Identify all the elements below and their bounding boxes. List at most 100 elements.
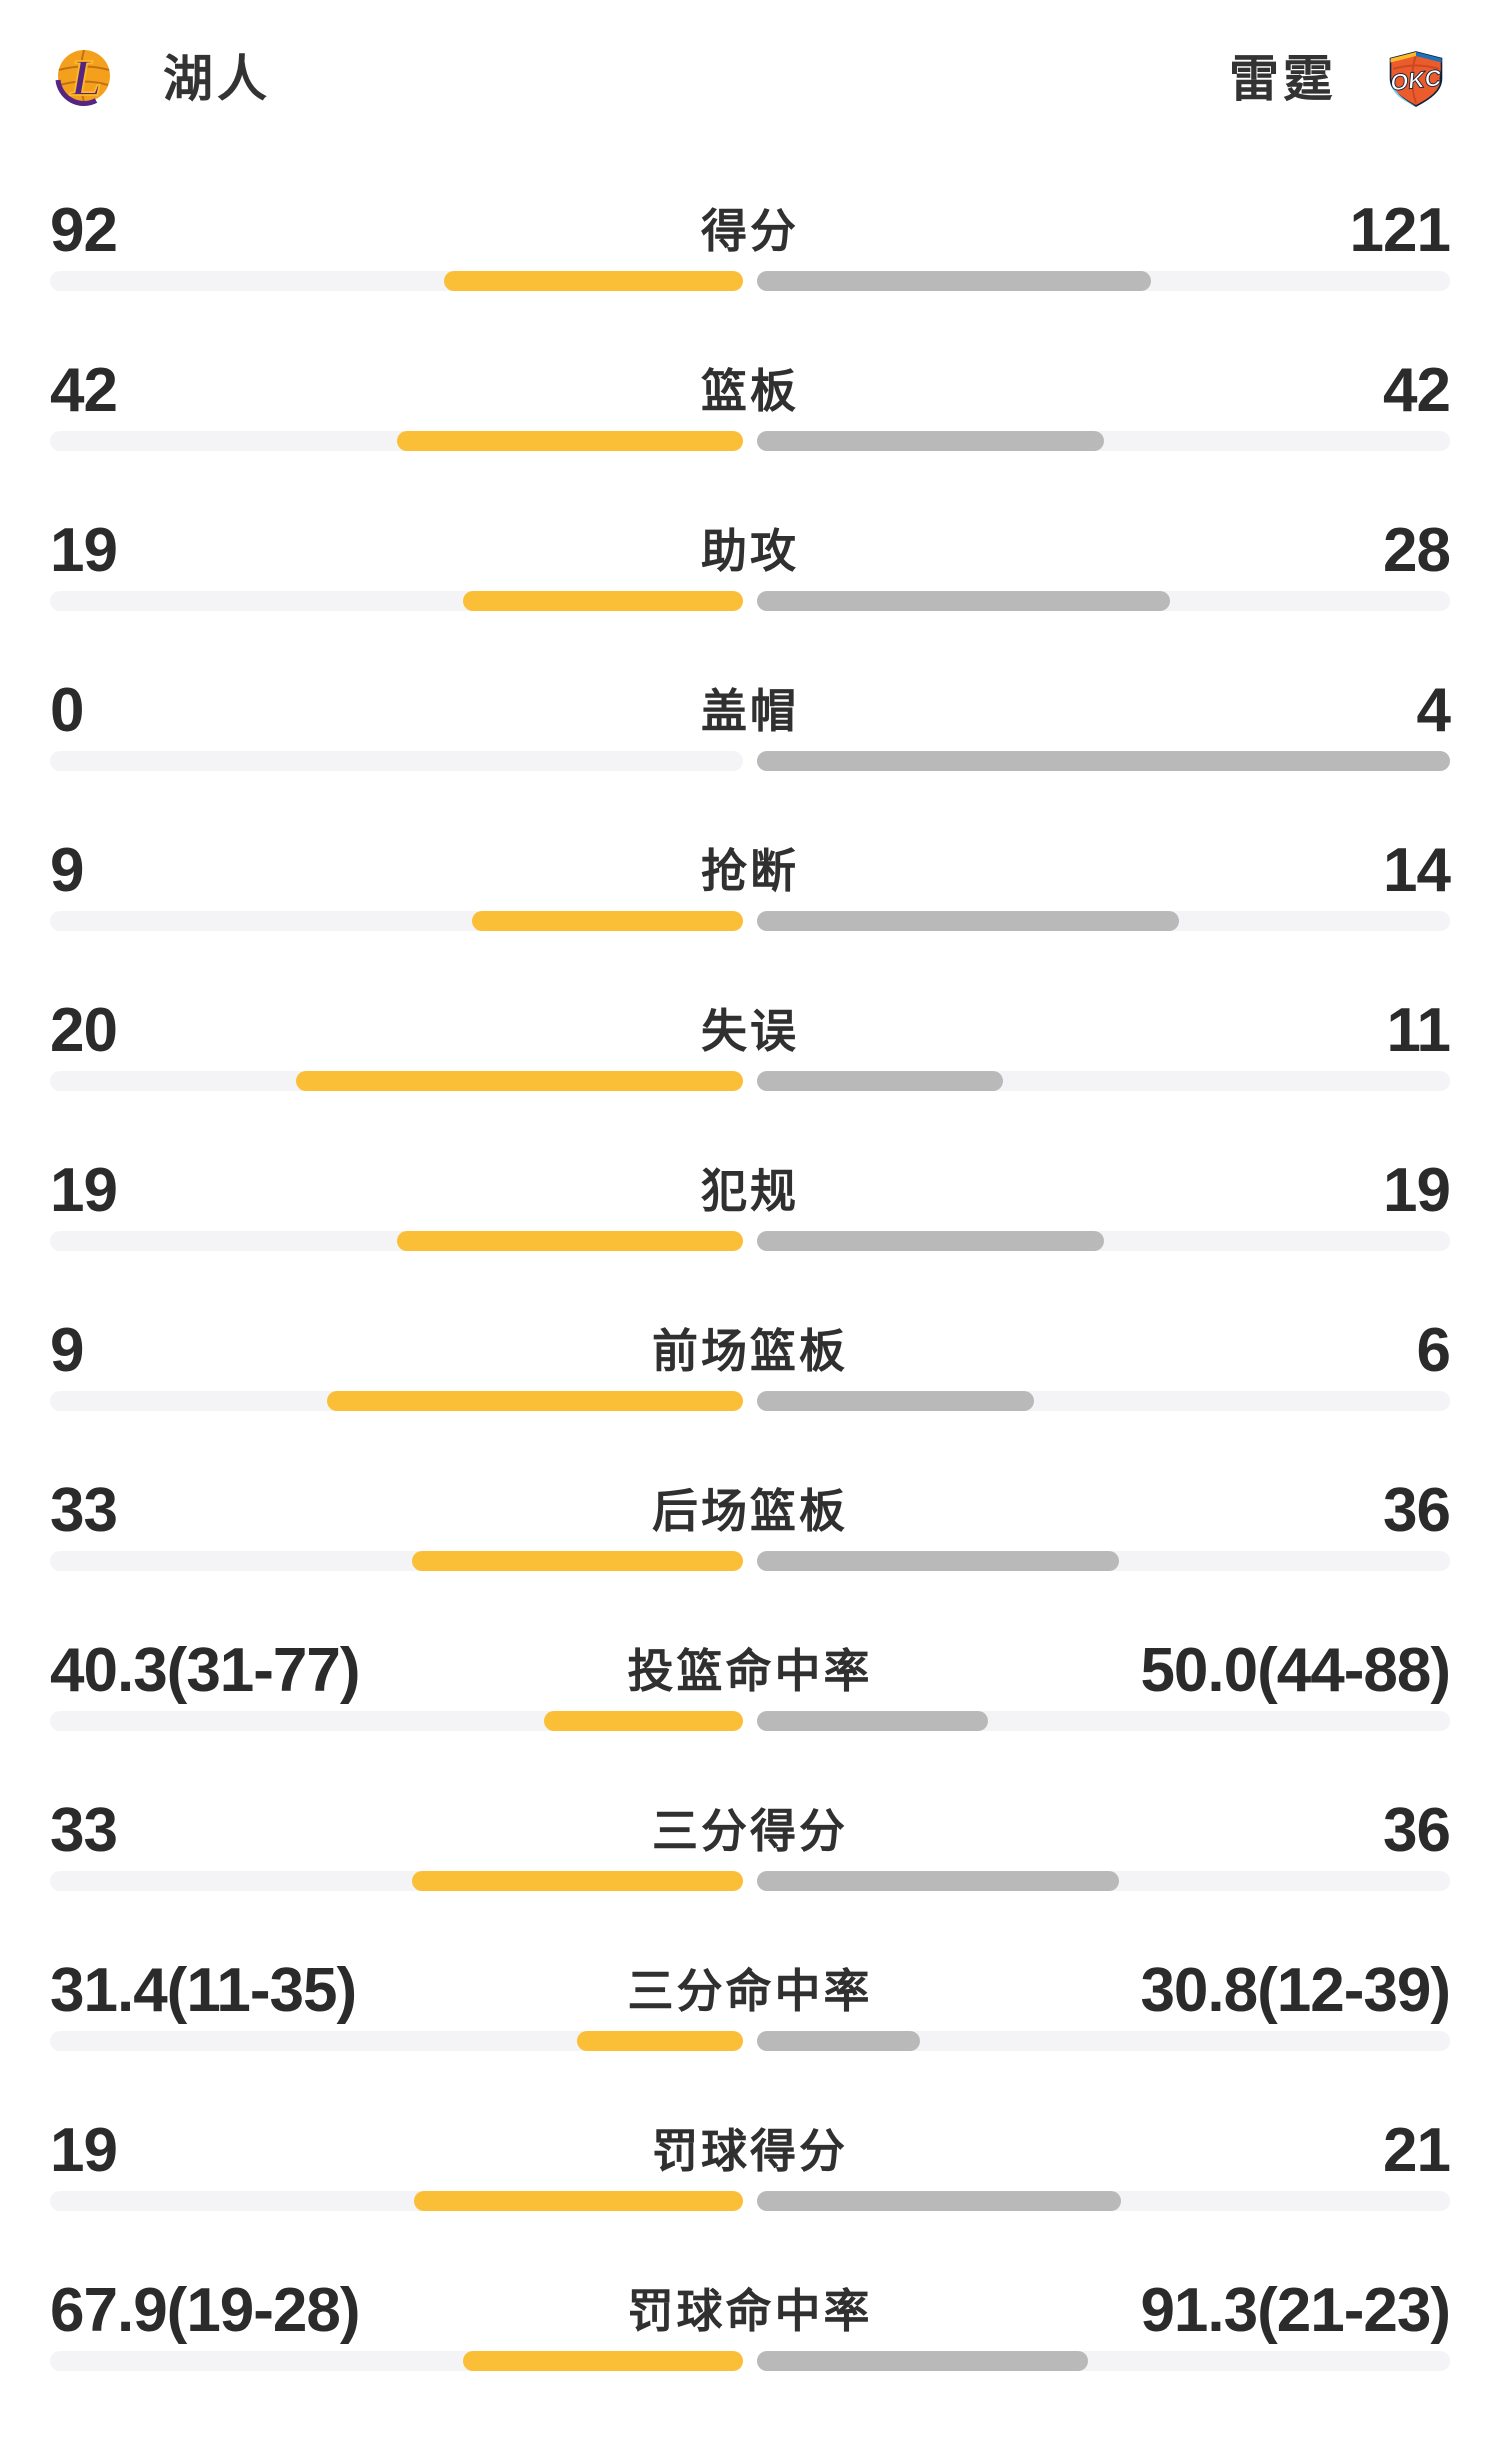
away-bar-track (757, 1711, 1450, 1731)
stat-bars (50, 431, 1450, 451)
match-header: L 湖人 雷霆 OKC (0, 0, 1500, 199)
home-bar-fill (443, 271, 743, 291)
away-value: 91.3(21-23) (1140, 2276, 1451, 2345)
home-bar-track (50, 1231, 743, 1251)
home-bar-fill (411, 1551, 743, 1571)
away-bar-fill (757, 1551, 1119, 1571)
stat-row: 0 盖帽 4 (50, 676, 1451, 839)
home-bar-fill (413, 2191, 743, 2211)
home-bar-fill (327, 1391, 743, 1411)
stat-values-line: 33 后场篮板 36 (50, 1476, 1451, 1545)
stat-row: 19 罚球得分 21 (50, 2116, 1451, 2279)
away-value: 28 (1383, 516, 1451, 585)
stat-bars (50, 591, 1450, 611)
home-value: 67.9(19-28) (50, 2276, 361, 2345)
home-value: 40.3(31-77) (50, 1636, 361, 1705)
home-bar-track (50, 2031, 743, 2051)
home-bar-track (50, 591, 743, 611)
okc-logo-icon: OKC (1387, 48, 1445, 110)
away-bar-fill (757, 1711, 988, 1731)
home-value: 9 (50, 1316, 84, 1385)
stat-label: 得分 (701, 205, 799, 257)
home-bar-fill (396, 431, 743, 451)
stat-row: 67.9(19-28) 罚球命中率 91.3(21-23) (50, 2276, 1451, 2439)
home-bar-track (50, 2351, 743, 2371)
home-bar-track (50, 2191, 743, 2211)
away-bar-fill (757, 1391, 1035, 1411)
away-bar-track (757, 1071, 1450, 1091)
away-bar-track (757, 1551, 1450, 1571)
home-bar-fill (577, 2031, 743, 2051)
stat-bars (50, 751, 1450, 771)
stat-bars (50, 1551, 1450, 1571)
away-bar-track (757, 271, 1450, 291)
home-team-name: 湖人 (163, 51, 271, 107)
okc-letters: OKC (1389, 64, 1443, 95)
away-bar-fill (757, 751, 1450, 771)
home-value: 33 (50, 1476, 118, 1545)
home-bar-track (50, 1071, 743, 1091)
stat-label: 三分得分 (652, 1805, 848, 1857)
away-value: 11 (1386, 996, 1451, 1065)
stat-row: 20 失误 11 (50, 996, 1451, 1159)
home-value: 9 (50, 836, 84, 905)
stat-label: 失误 (701, 1005, 799, 1057)
stat-row: 9 抢断 14 (50, 836, 1451, 999)
away-bar-fill (757, 271, 1151, 291)
home-bar-track (50, 911, 743, 931)
home-bar-fill (463, 591, 743, 611)
away-bar-fill (757, 431, 1104, 451)
away-bar-track (757, 1871, 1450, 1891)
stat-label: 助攻 (701, 525, 799, 577)
stat-values-line: 33 三分得分 36 (50, 1796, 1451, 1865)
stat-values-line: 19 犯规 19 (50, 1156, 1451, 1225)
stat-values-line: 20 失误 11 (50, 996, 1451, 1065)
stats-list: 92 得分 121 42 篮板 42 (0, 199, 1500, 2439)
home-bar-fill (411, 1871, 743, 1891)
stat-label: 前场篮板 (652, 1325, 848, 1377)
stat-bars (50, 1391, 1450, 1411)
stat-bars (50, 2031, 1450, 2051)
stat-bars (50, 1071, 1450, 1091)
stat-bars (50, 1231, 1450, 1251)
stat-values-line: 0 盖帽 4 (50, 676, 1451, 745)
home-value: 42 (50, 356, 118, 425)
away-value: 121 (1349, 196, 1451, 265)
home-bar-fill (472, 911, 743, 931)
away-value: 42 (1383, 356, 1451, 425)
away-bar-fill (757, 1071, 1003, 1091)
stat-values-line: 19 助攻 28 (50, 516, 1451, 585)
home-value: 0 (50, 676, 84, 745)
home-bar-track (50, 1871, 743, 1891)
stat-row: 40.3(31-77) 投篮命中率 50.0(44-88) (50, 1636, 1451, 1799)
away-bar-track (757, 591, 1450, 611)
away-team-name: 雷霆 (1229, 51, 1337, 107)
stat-row: 92 得分 121 (50, 196, 1451, 359)
stat-row: 9 前场篮板 6 (50, 1316, 1451, 1479)
stat-label: 篮板 (701, 365, 799, 417)
away-value: 36 (1383, 1476, 1451, 1545)
team-home: L 湖人 (50, 45, 271, 113)
away-value: 36 (1383, 1796, 1451, 1865)
away-value: 6 (1416, 1316, 1451, 1385)
stat-label: 罚球命中率 (627, 2285, 873, 2337)
home-bar-fill (396, 1231, 743, 1251)
home-bar-track (50, 1551, 743, 1571)
stat-row: 33 三分得分 36 (50, 1796, 1451, 1959)
stat-values-line: 67.9(19-28) 罚球命中率 91.3(21-23) (50, 2276, 1451, 2345)
stat-values-line: 19 罚球得分 21 (50, 2116, 1451, 2185)
away-bar-track (757, 751, 1450, 771)
stat-values-line: 40.3(31-77) 投篮命中率 50.0(44-88) (50, 1636, 1451, 1705)
away-value: 50.0(44-88) (1140, 1636, 1451, 1705)
home-value: 33 (50, 1796, 118, 1865)
away-bar-fill (757, 2351, 1088, 2371)
home-value: 92 (50, 196, 118, 265)
lakers-letter: L (69, 50, 102, 107)
home-value: 19 (50, 2116, 118, 2185)
away-bar-track (757, 2351, 1450, 2371)
stat-bars (50, 271, 1450, 291)
stat-values-line: 42 篮板 42 (50, 356, 1451, 425)
away-value: 19 (1383, 1156, 1451, 1225)
lakers-logo-icon: L (55, 49, 110, 108)
stat-label: 盖帽 (701, 685, 799, 737)
